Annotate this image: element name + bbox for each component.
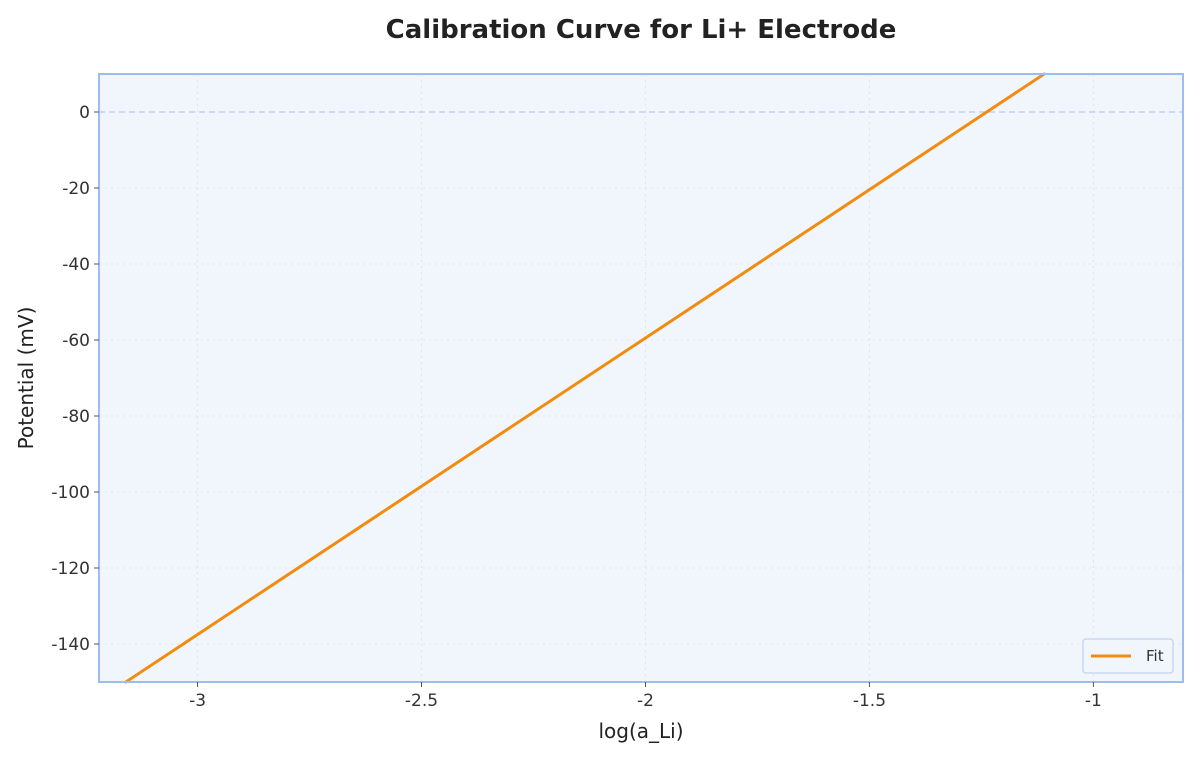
y-axis-label: Potential (mV) xyxy=(14,307,38,450)
y-tick-label: -140 xyxy=(51,635,90,655)
legend-label-fit: Fit xyxy=(1146,647,1164,665)
x-axis-ticks: -3 -2.5 -2 -1.5 -1 xyxy=(189,682,1102,711)
x-tick-label: -1.5 xyxy=(853,691,886,711)
y-tick-label: -60 xyxy=(62,331,90,351)
y-tick-label: -100 xyxy=(51,483,90,503)
y-axis-ticks: 0 -20 -40 -60 -80 -100 -120 -140 xyxy=(51,103,99,655)
series-line-fit xyxy=(124,72,1046,684)
series-layer xyxy=(124,72,1046,684)
x-tick-label: -2.5 xyxy=(405,691,438,711)
y-tick-label: -40 xyxy=(62,255,90,275)
x-tick-label: -3 xyxy=(189,691,206,711)
legend: Fit xyxy=(1082,638,1174,674)
chart-title: Calibration Curve for Li+ Electrode xyxy=(386,15,897,45)
y-tick-label: -80 xyxy=(62,407,90,427)
x-axis-label: log(a_Li) xyxy=(598,719,683,743)
y-tick-label: 0 xyxy=(79,103,90,123)
x-tick-label: -2 xyxy=(637,691,654,711)
y-tick-label: -120 xyxy=(51,559,90,579)
x-tick-label: -1 xyxy=(1085,691,1102,711)
y-tick-label: -20 xyxy=(62,179,90,199)
plot-border xyxy=(98,73,1184,683)
